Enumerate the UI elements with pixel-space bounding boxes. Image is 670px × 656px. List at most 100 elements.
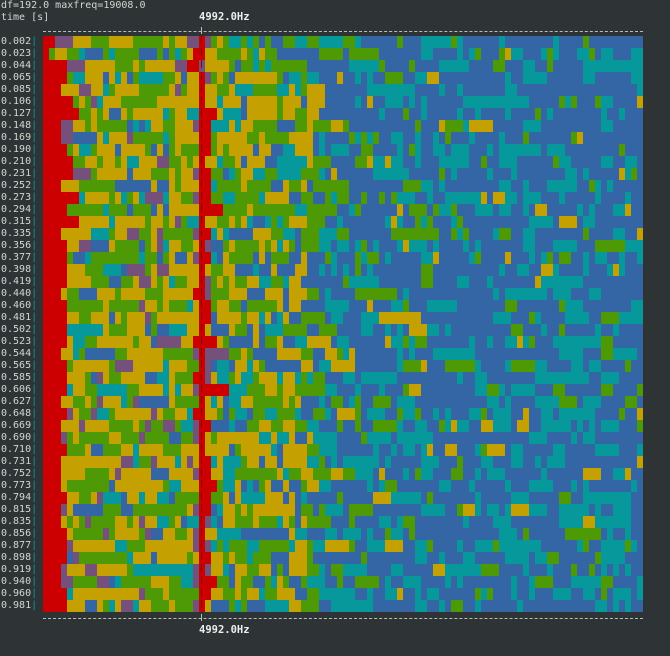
time-label: 0.231| — [1, 168, 38, 179]
spectrogram-row — [43, 408, 643, 420]
time-label: 0.210| — [1, 156, 38, 167]
time-label: 0.898| — [1, 552, 38, 563]
time-label: 0.940| — [1, 576, 38, 587]
time-label: 0.544| — [1, 348, 38, 359]
time-label: 0.523| — [1, 336, 38, 347]
spectrogram-row — [43, 432, 643, 444]
spectrogram-row — [43, 72, 643, 84]
time-label: 0.627| — [1, 396, 38, 407]
frequency-marker-label-bottom: 4992.0Hz — [199, 624, 250, 636]
y-axis-label: time [s] — [1, 12, 50, 23]
spectrogram-row — [43, 540, 643, 552]
spectrogram-row — [43, 48, 643, 60]
time-label: 0.356| — [1, 240, 38, 251]
spectrogram-row — [43, 180, 643, 192]
spectrogram-row — [43, 480, 643, 492]
marker-tick-top — [201, 27, 202, 34]
time-label: 0.044| — [1, 60, 38, 71]
time-label: 0.315| — [1, 216, 38, 227]
spectrogram-row — [43, 588, 643, 600]
time-label: 0.585| — [1, 372, 38, 383]
spectrogram-row — [43, 228, 643, 240]
spectrogram-row — [43, 192, 643, 204]
spectrogram-grid[interactable] — [43, 36, 643, 612]
spectrogram-row — [43, 108, 643, 120]
time-label: 0.502| — [1, 324, 38, 335]
spectrogram-row — [43, 312, 643, 324]
top-axis-dashed-line — [43, 31, 643, 32]
time-label: 0.377| — [1, 252, 38, 263]
time-label: 0.981| — [1, 600, 38, 611]
time-label: 0.565| — [1, 360, 38, 371]
spectrogram-row — [43, 504, 643, 516]
spectrogram-row — [43, 60, 643, 72]
time-label: 0.960| — [1, 588, 38, 599]
spectrogram-row — [43, 456, 643, 468]
spectrogram-row — [43, 144, 643, 156]
spectrogram-row — [43, 492, 643, 504]
spectrogram-row — [43, 444, 643, 456]
time-label: 0.273| — [1, 192, 38, 203]
time-label: 0.856| — [1, 528, 38, 539]
time-label: 0.648| — [1, 408, 38, 419]
time-label: 0.169| — [1, 132, 38, 143]
spectrogram-row — [43, 552, 643, 564]
spectrogram-row — [43, 348, 643, 360]
spectrogram-row — [43, 276, 643, 288]
spectrogram-row — [43, 36, 643, 48]
marker-tick-bottom — [201, 614, 202, 621]
time-axis-labels: 0.002| 0.023| 0.044| 0.065| 0.085| 0.106| 0.12… — [1, 36, 37, 612]
time-label: 0.815| — [1, 504, 38, 515]
params-header: df=192.0 maxfreq=19008.0 — [1, 0, 146, 11]
time-label: 0.690| — [1, 432, 38, 443]
spectrogram-row — [43, 516, 643, 528]
bottom-axis-dashed-line — [43, 618, 643, 619]
time-label: 0.148| — [1, 120, 38, 131]
spectrogram-row — [43, 300, 643, 312]
time-label: 0.731| — [1, 456, 38, 467]
time-label: 0.398| — [1, 264, 38, 275]
time-label: 0.481| — [1, 312, 38, 323]
time-label: 0.835| — [1, 516, 38, 527]
spectrogram-row — [43, 576, 643, 588]
time-label: 0.106| — [1, 96, 38, 107]
time-label: 0.877| — [1, 540, 38, 551]
time-label: 0.335| — [1, 228, 38, 239]
frequency-marker-label-top: 4992.0Hz — [199, 11, 250, 23]
frequency-marker-line — [201, 36, 202, 612]
time-label: 0.023| — [1, 48, 38, 59]
time-label: 0.606| — [1, 384, 38, 395]
time-label: 0.710| — [1, 444, 38, 455]
spectrogram-row — [43, 288, 643, 300]
spectrogram-row — [43, 324, 643, 336]
spectrogram-row — [43, 384, 643, 396]
spectrogram-row — [43, 168, 643, 180]
spectrogram-row — [43, 96, 643, 108]
spectrogram-row — [43, 156, 643, 168]
spectrogram-row — [43, 120, 643, 132]
spectrogram-row — [43, 528, 643, 540]
spectrogram-row — [43, 396, 643, 408]
spectrogram-row — [43, 360, 643, 372]
time-label: 0.190| — [1, 144, 38, 155]
time-label: 0.440| — [1, 288, 38, 299]
spectrogram-row — [43, 336, 643, 348]
spectrogram-row — [43, 420, 643, 432]
spectrogram-row — [43, 132, 643, 144]
time-label: 0.669| — [1, 420, 38, 431]
spectrogram-row — [43, 216, 643, 228]
time-label: 0.419| — [1, 276, 38, 287]
spectrogram-row — [43, 600, 643, 612]
time-label: 0.294| — [1, 204, 38, 215]
time-label: 0.794| — [1, 492, 38, 503]
time-label: 0.919| — [1, 564, 38, 575]
spectrogram-row — [43, 204, 643, 216]
spectrogram-row — [43, 240, 643, 252]
spectrogram-row — [43, 252, 643, 264]
time-label: 0.773| — [1, 480, 38, 491]
time-label: 0.752| — [1, 468, 38, 479]
time-label: 0.252| — [1, 180, 38, 191]
spectrogram-row — [43, 468, 643, 480]
spectrogram-row — [43, 84, 643, 96]
spectrogram-row — [43, 264, 643, 276]
